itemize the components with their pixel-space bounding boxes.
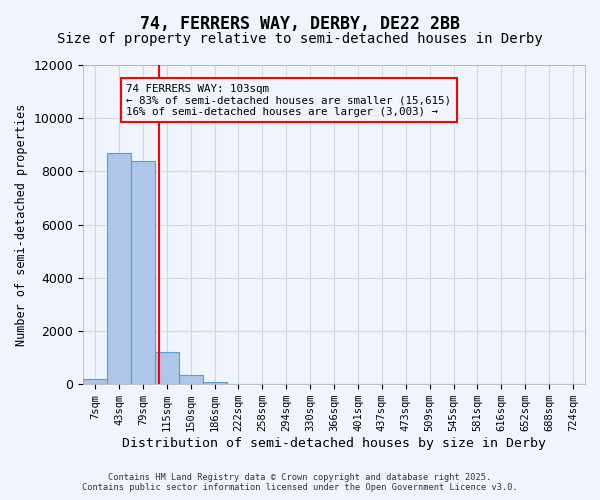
- Bar: [155, 352, 179, 384]
- Text: 74, FERRERS WAY, DERBY, DE22 2BB: 74, FERRERS WAY, DERBY, DE22 2BB: [140, 15, 460, 33]
- Text: Contains HM Land Registry data © Crown copyright and database right 2025.
Contai: Contains HM Land Registry data © Crown c…: [82, 473, 518, 492]
- Bar: [83, 379, 107, 384]
- Bar: [179, 375, 203, 384]
- Bar: [107, 153, 131, 384]
- Bar: [131, 161, 155, 384]
- Bar: [203, 382, 227, 384]
- Text: Size of property relative to semi-detached houses in Derby: Size of property relative to semi-detach…: [57, 32, 543, 46]
- Text: 74 FERRERS WAY: 103sqm
← 83% of semi-detached houses are smaller (15,615)
16% of: 74 FERRERS WAY: 103sqm ← 83% of semi-det…: [126, 84, 451, 117]
- X-axis label: Distribution of semi-detached houses by size in Derby: Distribution of semi-detached houses by …: [122, 437, 546, 450]
- Y-axis label: Number of semi-detached properties: Number of semi-detached properties: [15, 104, 28, 346]
